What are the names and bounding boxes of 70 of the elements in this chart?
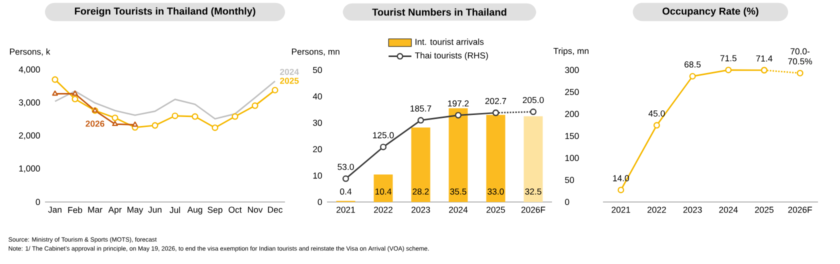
chart-title: Foreign Tourists in Thailand (Monthly) bbox=[74, 7, 256, 17]
y-tick-label: 40 bbox=[312, 93, 322, 100]
series-label: 2026 bbox=[86, 120, 104, 127]
x-tick-label: Apr bbox=[108, 206, 122, 214]
x-tick-label: Jul bbox=[170, 206, 180, 214]
x-tick-label: Sep bbox=[208, 206, 222, 215]
data-label: 205.0 bbox=[522, 96, 544, 104]
data-label: 202.7 bbox=[485, 98, 506, 104]
series-label: 2024 bbox=[280, 68, 299, 75]
chart-title: Occupancy Rate (%) bbox=[662, 7, 758, 17]
series-label: 2025 bbox=[280, 78, 299, 84]
x-tick-label: 2025 bbox=[755, 206, 774, 213]
x-tick-label: Aug bbox=[187, 206, 202, 214]
x-tick-label: 2024 bbox=[449, 206, 468, 213]
x-tick-label: Nov bbox=[248, 206, 263, 213]
y-tick-label: 0 bbox=[36, 198, 40, 206]
x-tick-label: 2026F bbox=[788, 206, 812, 213]
x-tick-label: Feb bbox=[68, 206, 82, 214]
y2-tick-label: 200 bbox=[565, 110, 579, 118]
y-tick-label: 4,000 bbox=[18, 66, 40, 74]
y2-tick-label: 0 bbox=[565, 198, 570, 206]
y-tick-label: 20 bbox=[313, 146, 322, 152]
x-tick-label: 2023 bbox=[683, 206, 702, 213]
legend-label: Int. tourist arrivals bbox=[416, 38, 484, 45]
x-tick-label: May bbox=[128, 206, 144, 214]
y-tick-label: 0 bbox=[318, 198, 322, 206]
x-tick-label: Mar bbox=[88, 206, 102, 213]
data-label: 70.0-70.5% bbox=[788, 48, 812, 64]
x-tick-label: Jan bbox=[48, 206, 62, 213]
data-label: 0.4 bbox=[340, 188, 352, 195]
data-label: 71.5 bbox=[720, 55, 736, 62]
data-label: 197.2 bbox=[448, 100, 469, 107]
y-tick-label: 3,000 bbox=[18, 99, 40, 107]
y2-tick-label: 150 bbox=[565, 132, 579, 140]
x-tick-label: 2021 bbox=[336, 206, 355, 213]
y-axis-title: Persons, k bbox=[10, 48, 50, 56]
y-tick-label: 50 bbox=[313, 66, 322, 74]
y-axis-title: Persons, mn bbox=[292, 48, 340, 56]
data-label: 185.7 bbox=[410, 105, 432, 112]
data-label: 10.4 bbox=[375, 188, 392, 195]
data-label: 32.5 bbox=[525, 188, 542, 195]
y2-axis-title: Trips, mn bbox=[553, 48, 588, 56]
x-tick-label: 2025 bbox=[486, 206, 506, 213]
x-tick-label: Jun bbox=[148, 206, 162, 213]
x-tick-label: 2024 bbox=[719, 206, 738, 213]
data-label: 53.0 bbox=[338, 164, 354, 170]
y2-tick-label: 50 bbox=[565, 176, 574, 184]
x-tick-label: Dec bbox=[268, 206, 282, 213]
y-tick-label: 10 bbox=[313, 172, 322, 179]
x-tick-label: 2022 bbox=[648, 206, 666, 213]
x-tick-label: Oct bbox=[228, 206, 242, 213]
chart-title: Tourist Numbers in Thailand bbox=[372, 8, 506, 16]
y2-tick-label: 250 bbox=[565, 88, 579, 96]
y2-tick-label: 300 bbox=[565, 66, 579, 74]
data-label: 35.5 bbox=[450, 188, 466, 195]
x-tick-label: 2023 bbox=[412, 206, 430, 213]
y-tick-label: 2,000 bbox=[19, 132, 40, 140]
y-tick-label: 30 bbox=[312, 120, 322, 126]
y2-tick-label: 100 bbox=[565, 154, 579, 162]
data-label: 71.4 bbox=[756, 56, 772, 62]
data-label: 45.0 bbox=[648, 110, 665, 117]
x-tick-label: 2021 bbox=[612, 206, 630, 213]
data-label: 28.2 bbox=[412, 188, 429, 195]
data-label: 33.0 bbox=[488, 188, 504, 195]
data-label: 125.0 bbox=[373, 132, 394, 138]
legend-label: Thai tourists (RHS) bbox=[414, 52, 488, 60]
data-label: 68.5 bbox=[684, 61, 701, 68]
x-tick-label: 2026F bbox=[521, 206, 546, 213]
x-tick-label: 2022 bbox=[374, 206, 392, 213]
y-tick-label: 1,000 bbox=[19, 165, 40, 173]
